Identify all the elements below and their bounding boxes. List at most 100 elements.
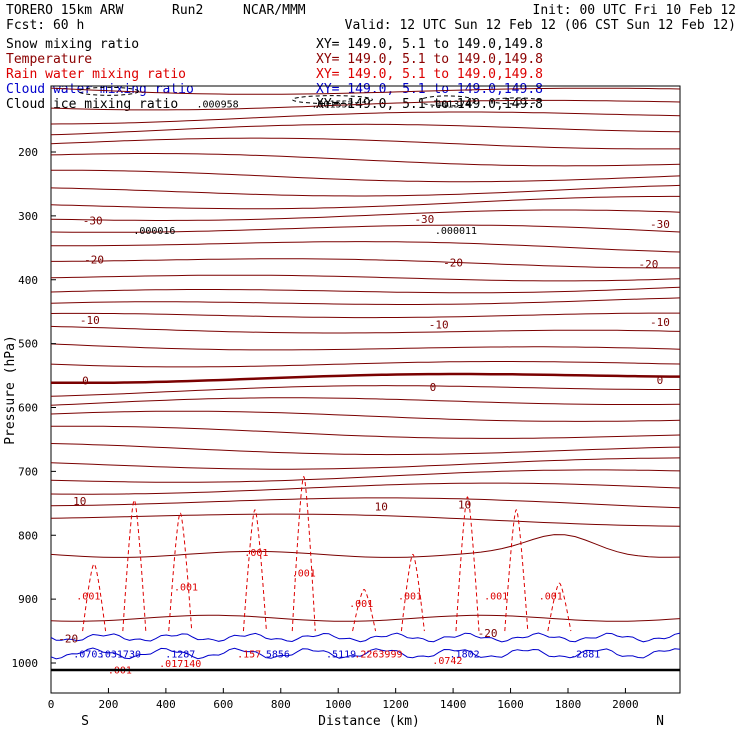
snow-contours (77, 86, 542, 107)
x-tick-label: 1200 (382, 698, 409, 711)
direction-north: N (656, 714, 664, 729)
isotherm-line (50, 410, 681, 422)
legend-temp-xy: XY= 149.0, 5.1 to 149.0,149.8 (316, 52, 543, 67)
isotherm-line (50, 482, 681, 495)
header-init: Init: 00 UTC Fri 10 Feb 12 (533, 3, 737, 18)
x-tick-label: 1800 (555, 698, 582, 711)
isotherm-line (50, 286, 681, 294)
x-tick-label: 400 (156, 698, 176, 711)
isotherm-line (50, 385, 680, 397)
temperature-label: -20 (478, 627, 498, 640)
y-tick-label: 300 (18, 210, 38, 223)
isotherm-line (50, 123, 681, 136)
temperature-label: -20 (638, 258, 658, 271)
temperature-label: -20 (58, 633, 78, 646)
rain-contour (291, 475, 316, 632)
temperature-label: 0 (430, 381, 437, 394)
maximum-label: .1802 (450, 649, 480, 660)
snow-contour (291, 95, 373, 105)
maximum-label: .001 (174, 582, 198, 593)
y-tick-label: 200 (18, 146, 38, 159)
y-tick-label: 800 (18, 529, 38, 542)
cloud-water-contour (50, 647, 681, 660)
maximum-label: .001 (292, 568, 316, 579)
y-tick-label: 500 (18, 338, 38, 351)
isotherm-line (50, 153, 681, 167)
rain-contours (82, 475, 572, 632)
isotherm-line (50, 513, 681, 527)
temperature-label: -20 (443, 257, 463, 270)
rain-contour (547, 582, 572, 632)
cloud-water-contours (50, 632, 681, 660)
isotherm-line (50, 397, 681, 406)
x-tick-label: 1400 (440, 698, 467, 711)
temperature-label: -20 (84, 253, 104, 266)
isotherm-line (50, 325, 681, 334)
maximum-label: .017140 (159, 659, 201, 670)
maximum-label: .001 (349, 599, 373, 610)
x-tick-label: 200 (99, 698, 119, 711)
rain-contour (504, 509, 529, 632)
temperature-label: 10 (458, 499, 471, 512)
temperature-label: -30 (414, 213, 434, 226)
y-tick-label: 700 (18, 465, 38, 478)
x-tick-label: 800 (271, 698, 291, 711)
isotherm-line (50, 184, 681, 197)
isotherm-line (50, 195, 680, 210)
isotherm-line (50, 361, 681, 368)
y-axis-label: Pressure (hPa) (3, 335, 18, 445)
isotherm-line (51, 425, 681, 439)
isotherm-line (50, 274, 681, 282)
temperature-label: -10 (80, 314, 100, 327)
x-tick-label: 1600 (497, 698, 524, 711)
temperature-label: -10 (650, 316, 670, 329)
isotherm-line (50, 297, 681, 305)
rain-contour (455, 496, 480, 632)
rain-contour (352, 589, 377, 632)
temperature-label: 0 (82, 375, 89, 388)
temperature-label: -30 (650, 218, 670, 231)
maximum-label: .157 (237, 649, 261, 660)
isotherm-line (51, 241, 681, 253)
maximum-label: .001374 (429, 99, 471, 110)
temperature-label: 10 (375, 501, 388, 514)
maximum-label: .2263999 (354, 649, 402, 660)
maximum-label: .000016 (133, 226, 175, 237)
maximum-label: .031730 (99, 649, 141, 660)
isotherm-line (50, 99, 681, 111)
temperature-label: 0 (657, 374, 664, 387)
maximum-label: .001 (484, 591, 508, 602)
x-tick-label: 1000 (325, 698, 352, 711)
y-tick-label: 1000 (12, 657, 39, 670)
snow-contour (490, 97, 542, 105)
legend-temp-label: Temperature (6, 52, 92, 67)
isotherm-line (50, 87, 681, 95)
maximum-label: .001 (76, 591, 100, 602)
isotherm-line (50, 469, 681, 483)
maximum-label: 5856 (266, 649, 290, 660)
legend-snow-xy: XY= 149.0, 5.1 to 149.0,149.8 (316, 37, 543, 52)
temperature-isotherms (50, 87, 681, 622)
maximum-label: .001 (398, 591, 422, 602)
temperature-label: -10 (429, 318, 449, 331)
isotherm-line (50, 457, 681, 470)
y-tick-label: 900 (18, 593, 38, 606)
legend-rain-xy: XY= 149.0, 5.1 to 149.0,149.8 (316, 67, 543, 82)
snow-contour (77, 86, 139, 96)
isotherm-line (50, 443, 681, 456)
legend-snow-label: Snow mixing ratio (6, 37, 139, 52)
legend-rain-label: Rain water mixing ratio (6, 67, 186, 82)
maximum-label: .1287 (165, 649, 195, 660)
isotherm-line (50, 137, 680, 150)
isotherm-line (51, 169, 681, 183)
header-fcst: Fcst: 60 h (6, 18, 84, 33)
header-valid: Valid: 12 UTC Sun 12 Feb 12 (06 CST Sun … (345, 18, 736, 33)
y-tick-label: 600 (18, 402, 38, 415)
isotherm-line (50, 111, 681, 125)
legend-cloudwater-xy: XY= 149.0, 5.1 to 149.0,149.8 (316, 82, 543, 97)
maximum-label: .0742 (432, 656, 462, 667)
rain-contour (400, 553, 425, 632)
x-tick-label: 2000 (612, 698, 639, 711)
isotherm-line (50, 209, 681, 221)
maximum-label: .0703 (73, 649, 103, 660)
